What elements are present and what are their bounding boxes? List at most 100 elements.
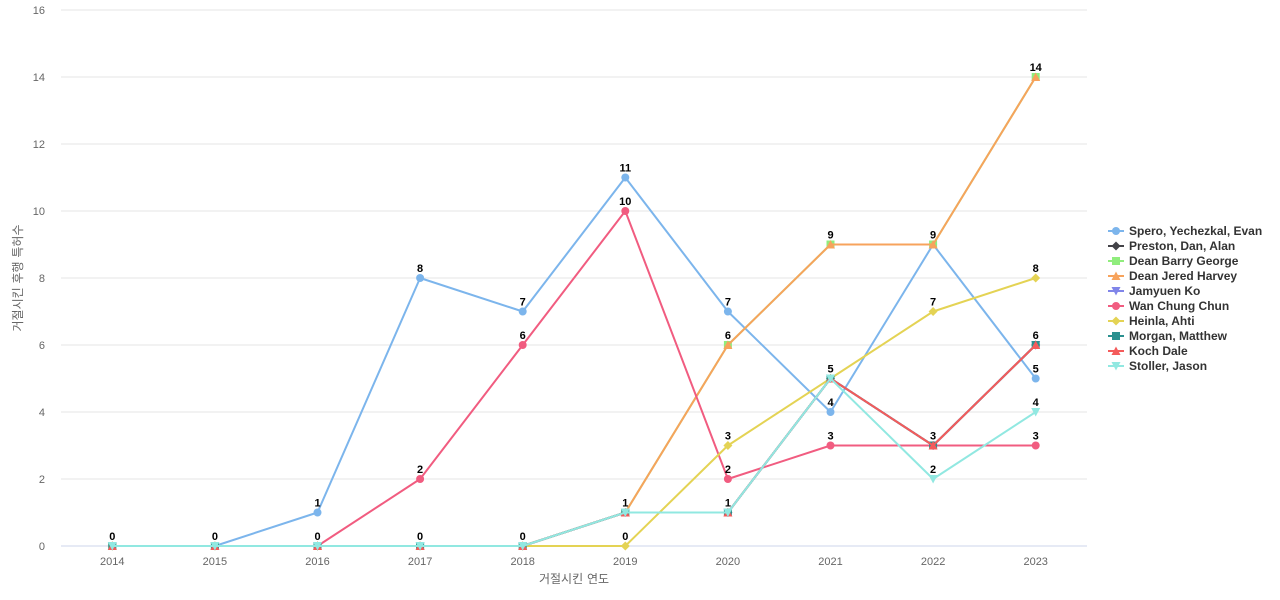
legend-item[interactable]: Jamyuen Ko (1108, 284, 1200, 298)
legend-item[interactable]: Dean Barry George (1108, 254, 1239, 268)
x-tick-label: 2018 (510, 556, 534, 568)
data-label: 11 (619, 163, 631, 175)
data-label: 1 (622, 498, 628, 510)
data-label: 5 (1033, 364, 1039, 376)
data-label: 0 (622, 531, 628, 543)
data-point (928, 240, 938, 249)
series-spero-yechezkal-evan (108, 173, 1040, 550)
data-point (313, 542, 322, 551)
legend-item[interactable]: Stoller, Jason (1108, 359, 1207, 373)
data-point (621, 173, 630, 182)
data-label: 0 (520, 531, 526, 543)
legend-item[interactable]: Wan Chung Chun (1108, 299, 1229, 313)
data-point (416, 274, 425, 282)
legend-label: Heinla, Ahti (1129, 314, 1195, 328)
data-point (928, 475, 938, 484)
data-label: 14 (1030, 62, 1043, 74)
y-tick-label: 16 (33, 5, 45, 17)
y-tick-label: 14 (33, 72, 45, 84)
data-label: 8 (417, 263, 423, 275)
data-point (723, 340, 733, 349)
grid (61, 9, 1087, 480)
data-label: 1 (725, 498, 731, 510)
legend-item[interactable]: Spero, Yechezkal, Evan (1108, 224, 1262, 238)
data-label: 9 (827, 230, 833, 242)
data-point (1031, 408, 1041, 417)
data-label: 7 (520, 297, 526, 309)
x-tick-label: 2016 (305, 556, 329, 568)
y-axis-ticks: 0 2 4 6 8 10 12 14 16 (33, 5, 45, 553)
data-point (723, 475, 732, 483)
data-point (826, 408, 835, 416)
series-stoller-jason (107, 374, 1041, 551)
x-tick-label: 2014 (100, 556, 124, 568)
data-point (723, 508, 733, 517)
data-label: 3 (930, 431, 936, 443)
legend-label: Preston, Dan, Alan (1129, 239, 1235, 253)
data-point (621, 207, 630, 215)
legend-label: Jamyuen Ko (1129, 284, 1200, 298)
y-tick-label: 10 (33, 206, 45, 218)
legend-item[interactable]: Dean Jered Harvey (1108, 269, 1237, 283)
x-tick-label: 2017 (408, 556, 432, 568)
x-axis-ticks: 2014 2015 2016 2017 2018 2019 2020 2021 2022 2023 (100, 556, 1048, 568)
data-label: 0 (314, 531, 320, 543)
y-tick-label: 8 (39, 273, 45, 285)
x-tick-label: 2019 (613, 556, 637, 568)
legend-label: Spero, Yechezkal, Evan (1129, 224, 1262, 238)
data-point (620, 541, 630, 551)
y-tick-label: 4 (39, 407, 45, 419)
legend-marker (1112, 302, 1120, 310)
data-point (518, 307, 527, 316)
data-label: 4 (827, 397, 834, 409)
data-label: 7 (725, 297, 731, 309)
data-label: 3 (1033, 431, 1039, 443)
x-tick-label: 2022 (921, 556, 945, 568)
legend-marker (1112, 227, 1120, 235)
data-point (1031, 273, 1041, 283)
data-point (313, 508, 322, 517)
series-dean-barry-george (108, 73, 1040, 550)
data-point (1031, 72, 1041, 81)
data-label: 2 (930, 464, 936, 476)
data-point (415, 542, 425, 551)
legend-item[interactable]: Morgan, Matthew (1108, 329, 1228, 343)
data-point (518, 542, 528, 551)
legend-item[interactable]: Koch Dale (1108, 344, 1188, 358)
data-label: 6 (520, 330, 526, 342)
x-tick-label: 2023 (1023, 556, 1047, 568)
data-label: 8 (1033, 263, 1039, 275)
data-point (416, 475, 425, 483)
legend-marker (1111, 346, 1121, 355)
series-line (112, 377, 1037, 547)
data-point (1031, 340, 1041, 349)
legend-item[interactable]: Preston, Dan, Alan (1108, 239, 1235, 253)
legend-item[interactable]: Heinla, Ahti (1108, 314, 1195, 328)
data-label: 0 (109, 531, 115, 543)
data-label: 2 (417, 464, 423, 476)
legend-marker (1111, 362, 1121, 371)
data-label: 7 (930, 297, 936, 309)
legend-label: Wan Chung Chun (1129, 299, 1229, 313)
data-label: 0 (212, 531, 218, 543)
series-wan-chung-chun (108, 207, 1040, 550)
legend-label: Morgan, Matthew (1129, 329, 1228, 343)
data-label: 6 (725, 330, 731, 342)
x-axis-title: 거절시킨 연도 (539, 572, 609, 586)
data-point (928, 441, 938, 450)
legend-label: Koch Dale (1129, 344, 1188, 358)
legend-label: Dean Barry George (1129, 254, 1239, 268)
data-point (826, 441, 835, 450)
data-point (826, 374, 835, 383)
data-label: 3 (827, 431, 833, 443)
data-label: 10 (619, 196, 631, 208)
legend-marker (1111, 316, 1121, 326)
data-label: 2 (725, 464, 731, 476)
y-tick-label: 12 (33, 139, 45, 151)
legend-label: Dean Jered Harvey (1129, 269, 1237, 283)
data-label: 5 (827, 364, 833, 376)
y-tick-label: 2 (39, 474, 45, 486)
series-line (112, 76, 1037, 547)
